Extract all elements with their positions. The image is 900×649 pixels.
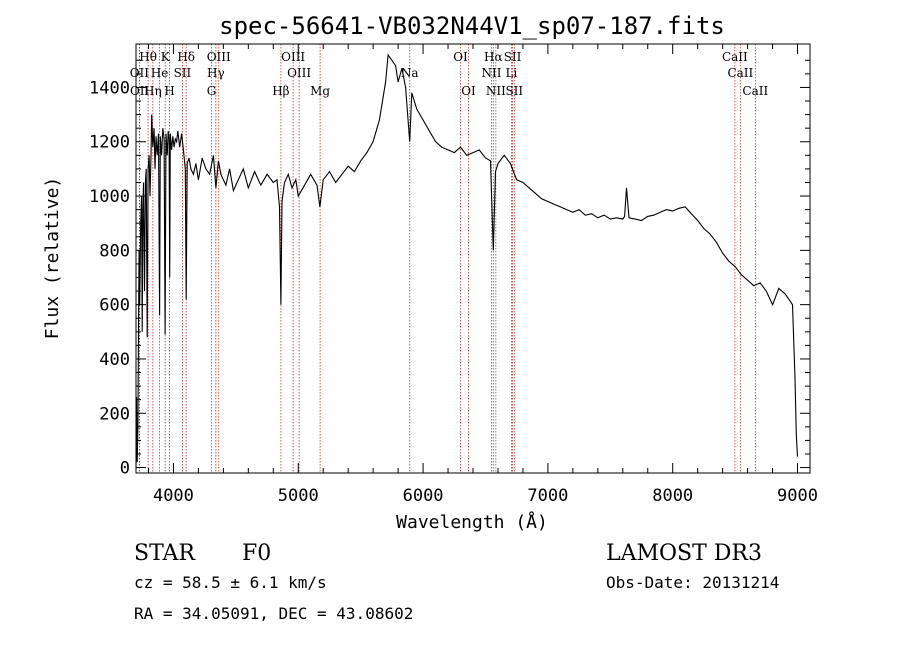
line-marker-label: SII: [504, 50, 522, 64]
x-tick-label: 6000: [403, 486, 444, 506]
x-tick-label: 8000: [652, 486, 693, 506]
object-subclass: F0: [242, 541, 271, 566]
line-marker-label: OIII: [281, 50, 305, 64]
y-tick-label: 1000: [89, 187, 130, 207]
line-marker-label: He: [151, 66, 169, 80]
line-marker-label: SII: [174, 66, 192, 80]
line-marker-label: NII: [481, 66, 501, 80]
y-tick-label: 800: [99, 241, 130, 261]
line-marker-label: Hα: [484, 50, 503, 64]
line-marker-label: H: [164, 84, 174, 98]
y-tick-label: 1200: [89, 133, 130, 153]
line-marker-label: OII: [130, 66, 150, 80]
line-marker-label: OIII: [207, 50, 231, 64]
object-class: STAR: [134, 541, 196, 566]
line-marker-label: OI: [461, 84, 476, 98]
line-marker-label: Li: [506, 66, 518, 80]
line-marker-label: K: [161, 50, 171, 64]
line-markers: [138, 44, 756, 473]
y-tick-label: 1400: [89, 78, 130, 98]
line-marker-label: Hθ: [139, 50, 157, 64]
redshift-velocity: cz = 58.5 ± 6.1 km/s: [134, 573, 327, 592]
line-marker-label: CaII: [727, 66, 753, 80]
y-tick-label: 600: [99, 296, 130, 316]
survey-name: LAMOST DR3: [606, 541, 762, 566]
y-tick-label: 0: [120, 459, 130, 479]
coordinates: RA = 34.05091, DEC = 43.08602: [134, 604, 413, 623]
x-tick-label: 7000: [527, 486, 568, 506]
y-tick-label: 400: [99, 350, 130, 370]
x-axis: 4000 5000 6000 7000 8000 9000: [147, 44, 818, 506]
line-marker-label: Hβ: [272, 84, 289, 98]
x-axis-label: Wavelength (Å): [396, 511, 548, 533]
line-marker-label: CaII: [742, 84, 768, 98]
line-marker-label: Hγ: [207, 66, 225, 80]
line-marker-label: CaII: [722, 50, 748, 64]
line-marker-label: Mg: [310, 84, 330, 98]
y-axis: 0 200 400 600 800 1000 1200 1400: [89, 59, 810, 479]
chart-title: spec-56641-VB032N44V1_sp07-187.fits: [219, 12, 725, 40]
line-marker-label: OI: [453, 50, 468, 64]
x-tick-label: 4000: [153, 486, 194, 506]
x-tick-label: 9000: [777, 486, 818, 506]
line-marker-label: Hη: [144, 84, 162, 98]
line-marker-label: Na: [401, 66, 419, 80]
x-tick-label: 5000: [278, 486, 319, 506]
plot-frame: [135, 43, 811, 474]
y-tick-label: 200: [99, 404, 130, 424]
line-marker-label: SII: [505, 84, 523, 98]
line-marker-label: G: [207, 84, 217, 98]
observation-date: Obs-Date: 20131214: [606, 573, 779, 592]
line-marker-label: OIII: [287, 66, 311, 80]
spectrum-line: [135, 53, 799, 468]
line-marker-label: Hδ: [177, 50, 195, 64]
y-axis-label: Flux (relative): [42, 177, 63, 340]
line-marker-label: NII: [486, 84, 506, 98]
